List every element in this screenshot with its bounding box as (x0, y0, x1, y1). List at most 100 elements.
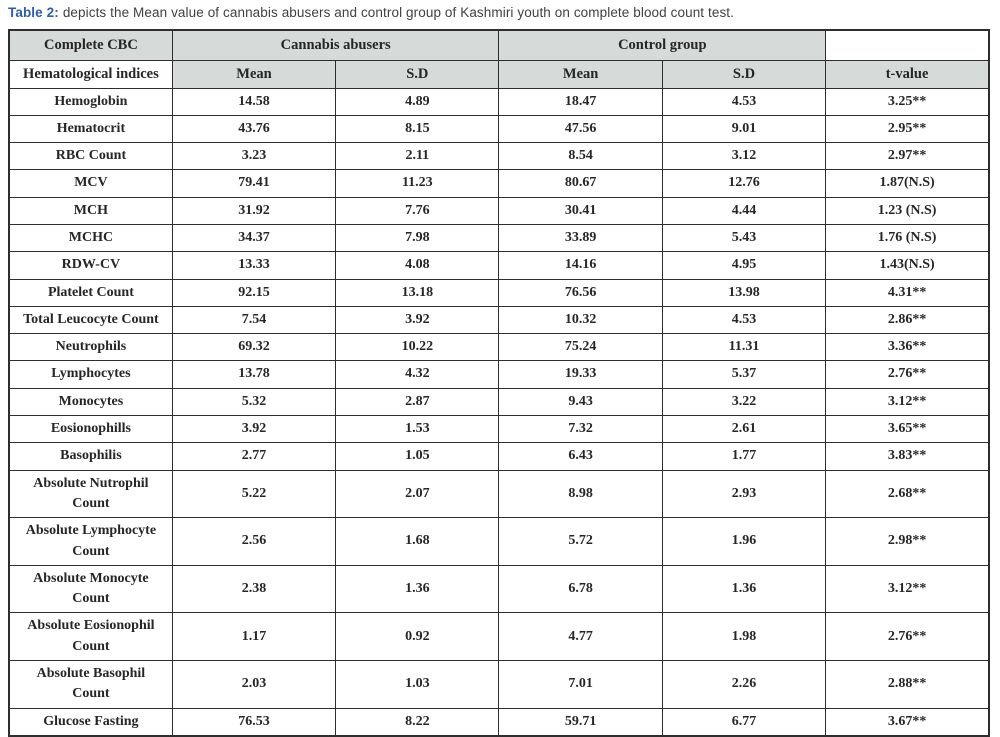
header-cannabis-sd: S.D (335, 59, 500, 89)
t-value-cell: 2.98** (825, 517, 990, 566)
cbc-table-body: Hemoglobin 14.58 4.89 18.47 4.53 3.25** Hemato… (8, 87, 990, 737)
cannabis-sd-cell: 4.89 (335, 87, 500, 116)
t-value-cell: 1.87(N.S) (825, 169, 990, 198)
control-mean-cell: 14.16 (498, 251, 663, 280)
cannabis-mean-cell: 13.33 (171, 251, 337, 280)
cannabis-sd-cell: 7.98 (335, 223, 500, 253)
cannabis-sd-cell: 1.36 (335, 564, 500, 614)
control-mean-cell: 76.56 (498, 278, 663, 307)
control-mean-cell: 4.77 (498, 612, 663, 662)
cannabis-mean-cell: 43.76 (171, 114, 337, 144)
cannabis-mean-cell: 34.37 (171, 223, 337, 253)
table-row: Basophilis 2.77 1.05 6.43 1.77 3.83** (8, 442, 990, 471)
table-row: RDW-CV 13.33 4.08 14.16 4.95 1.43(N.S) (8, 251, 990, 280)
t-value-cell: 4.31** (825, 278, 990, 307)
t-value-cell: 3.36** (825, 333, 990, 362)
table-row: Absolute Basophil Count 2.03 1.03 7.01 2.26 2… (8, 660, 990, 709)
header-control-sd: S.D (661, 59, 827, 89)
table-row: Absolute Nutrophil Count 5.22 2.07 8.98 2.93… (8, 469, 990, 519)
cannabis-sd-cell: 8.22 (335, 707, 500, 737)
indice-label-cell: MCV (8, 169, 173, 198)
control-sd-cell: 5.43 (661, 223, 827, 253)
control-mean-cell: 7.32 (498, 415, 663, 444)
header-sub-row: Hematological indices Mean S.D Mean S.D … (8, 59, 990, 89)
indice-label-cell: Neutrophils (8, 333, 173, 362)
table-row: MCV 79.41 11.23 80.67 12.76 1.87(N.S) (8, 169, 990, 198)
cannabis-mean-cell: 7.54 (171, 305, 337, 335)
control-mean-cell: 19.33 (498, 360, 663, 389)
control-sd-cell: 4.44 (661, 196, 827, 226)
header-hematological-indices: Hematological indices (8, 59, 173, 89)
table-row: Hemoglobin 14.58 4.89 18.47 4.53 3.25** (8, 87, 990, 116)
indice-label-cell: RDW-CV (8, 251, 173, 280)
t-value-cell: 2.97** (825, 142, 990, 171)
control-sd-cell: 4.53 (661, 305, 827, 335)
cannabis-mean-cell: 5.32 (171, 387, 337, 417)
control-sd-cell: 6.77 (661, 707, 827, 737)
control-mean-cell: 80.67 (498, 169, 663, 198)
cannabis-sd-cell: 1.03 (335, 660, 500, 709)
control-sd-cell: 2.93 (661, 469, 827, 519)
header-control-group: Control group (498, 29, 827, 61)
cannabis-mean-cell: 2.03 (171, 660, 337, 709)
t-value-cell: 2.88** (825, 660, 990, 709)
header-cannabis-mean: Mean (171, 59, 337, 89)
control-mean-cell: 10.32 (498, 305, 663, 335)
control-mean-cell: 59.71 (498, 707, 663, 737)
cannabis-sd-cell: 3.92 (335, 305, 500, 335)
table-row: Glucose Fasting 76.53 8.22 59.71 6.77 3.67** (8, 707, 990, 737)
header-group-row: Complete CBC Cannabis abusers Control gr… (8, 29, 990, 61)
control-sd-cell: 5.37 (661, 360, 827, 389)
indice-label-cell: Absolute Lymphocyte Count (8, 517, 173, 566)
table-row: Monocytes 5.32 2.87 9.43 3.22 3.12** (8, 387, 990, 417)
cannabis-sd-cell: 8.15 (335, 114, 500, 144)
t-value-cell: 2.95** (825, 114, 990, 144)
cannabis-mean-cell: 31.92 (171, 196, 337, 226)
cannabis-mean-cell: 1.17 (171, 612, 337, 662)
control-mean-cell: 47.56 (498, 114, 663, 144)
header-t-value: t-value (825, 59, 990, 89)
control-sd-cell: 11.31 (661, 333, 827, 362)
control-sd-cell: 1.98 (661, 612, 827, 662)
cannabis-sd-cell: 13.18 (335, 278, 500, 307)
cannabis-mean-cell: 5.22 (171, 469, 337, 519)
table-row: Absolute Lymphocyte Count 2.56 1.68 5.72 1.9… (8, 517, 990, 566)
indice-label-cell: Glucose Fasting (8, 707, 173, 737)
cannabis-mean-cell: 92.15 (171, 278, 337, 307)
indice-label-cell: Eosionophills (8, 415, 173, 444)
control-sd-cell: 1.96 (661, 517, 827, 566)
cannabis-sd-cell: 4.32 (335, 360, 500, 389)
cbc-table: Complete CBC Cannabis abusers Control gr… (8, 29, 990, 737)
cannabis-mean-cell: 2.38 (171, 564, 337, 614)
t-value-cell: 1.76 (N.S) (825, 223, 990, 253)
table-caption-text: depicts the Mean value of cannabis abuse… (62, 5, 735, 20)
control-sd-cell: 9.01 (661, 114, 827, 144)
cannabis-sd-cell: 1.53 (335, 415, 500, 444)
table-caption: Table 2: depicts the Mean value of cannab… (8, 5, 992, 20)
table-row: Neutrophils 69.32 10.22 75.24 11.31 3.36** (8, 333, 990, 362)
cbc-table-header: Complete CBC Cannabis abusers Control gr… (8, 29, 990, 89)
header-control-mean: Mean (498, 59, 663, 89)
indice-label-cell: Platelet Count (8, 278, 173, 307)
cannabis-mean-cell: 76.53 (171, 707, 337, 737)
control-sd-cell: 1.77 (661, 442, 827, 471)
cannabis-mean-cell: 3.23 (171, 142, 337, 171)
control-mean-cell: 33.89 (498, 223, 663, 253)
cannabis-sd-cell: 2.11 (335, 142, 500, 171)
t-value-cell: 3.83** (825, 442, 990, 471)
cannabis-mean-cell: 13.78 (171, 360, 337, 389)
cannabis-sd-cell: 11.23 (335, 169, 500, 198)
control-sd-cell: 4.95 (661, 251, 827, 280)
indice-label-cell: Absolute Monocyte Count (8, 564, 173, 614)
control-sd-cell: 3.22 (661, 387, 827, 417)
table-row: RBC Count 3.23 2.11 8.54 3.12 2.97** (8, 142, 990, 171)
table-row: Eosionophills 3.92 1.53 7.32 2.61 3.65** (8, 415, 990, 444)
table-row: Platelet Count 92.15 13.18 76.56 13.98 4.31** (8, 278, 990, 307)
header-complete-cbc: Complete CBC (8, 29, 173, 61)
indice-label-cell: Basophilis (8, 442, 173, 471)
control-sd-cell: 4.53 (661, 87, 827, 116)
control-sd-cell: 2.61 (661, 415, 827, 444)
t-value-cell: 2.86** (825, 305, 990, 335)
table-row: Absolute Monocyte Count 2.38 1.36 6.78 1.36 3… (8, 564, 990, 614)
